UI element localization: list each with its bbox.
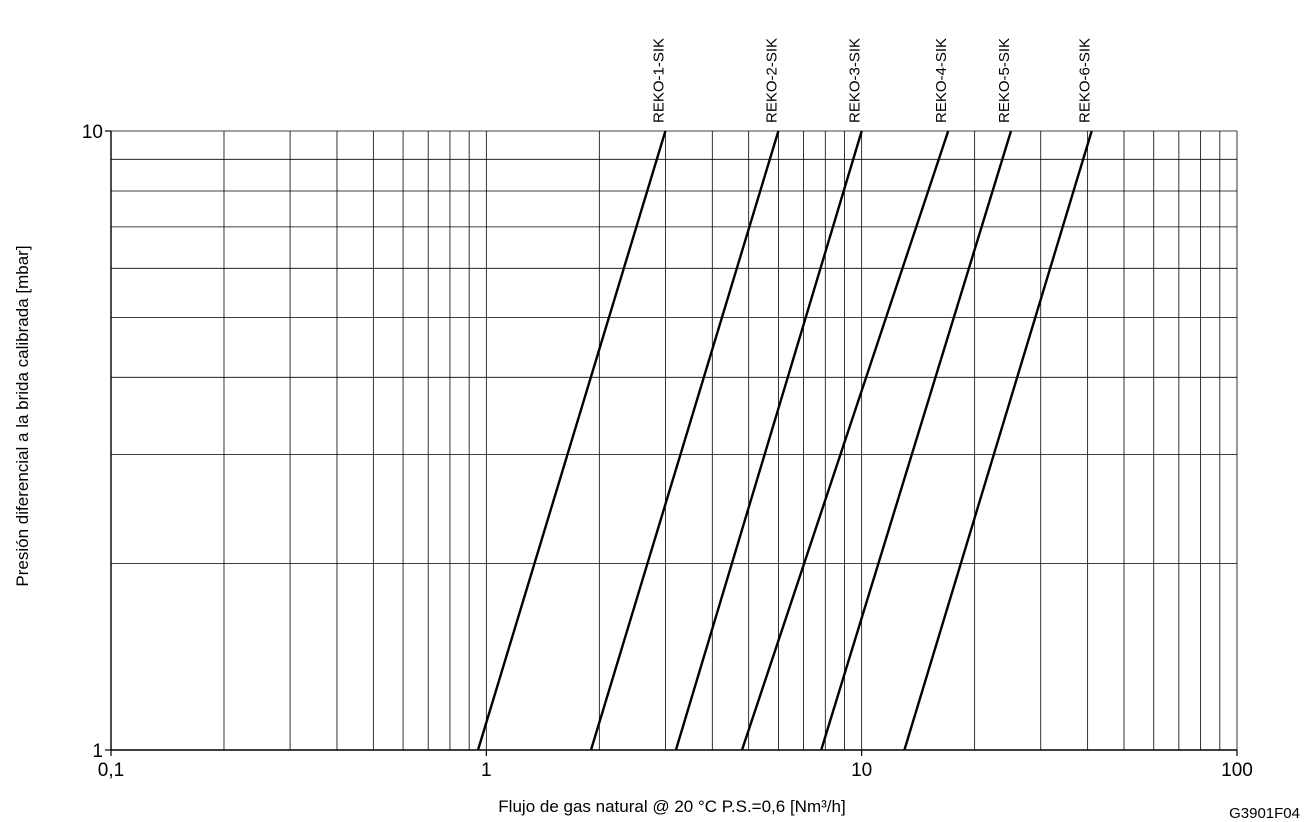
series-lines [476,130,1093,751]
x-tick-label: 10 [851,760,872,781]
series-line-6 [903,130,1093,751]
y-axis-label: Presión diferencial a la brida calibrada… [13,245,32,586]
grid [105,130,1238,756]
series-line-1 [476,130,667,751]
series-labels: REKO-1-SIK REKO-2-SIK REKO-3-SIK REKO-4-SIK… [650,38,1093,123]
y-tick-label: 10 [82,122,103,143]
series-label-5: REKO-5-SIK [996,38,1013,123]
figure-code: G3901F04 [1229,805,1300,822]
series-line-5 [820,130,1013,751]
series-line-2 [589,130,780,751]
y-tick-label: 1 [92,741,103,762]
series-label-1: REKO-1-SIK [650,38,667,123]
series-line-4 [740,130,950,751]
x-tick-label: 100 [1221,760,1253,781]
series-label-3: REKO-3-SIK [847,38,864,123]
series-label-2: REKO-2-SIK [763,38,780,123]
x-axis-label: Flujo de gas natural @ 20 °C P.S.=0,6 [N… [498,797,845,816]
x-tick-label: 0,1 [98,760,124,781]
series-line-3 [674,130,863,751]
x-tick-label: 1 [481,760,492,781]
series-label-6: REKO-6-SIK [1077,38,1094,123]
series-label-4: REKO-4-SIK [933,38,950,123]
